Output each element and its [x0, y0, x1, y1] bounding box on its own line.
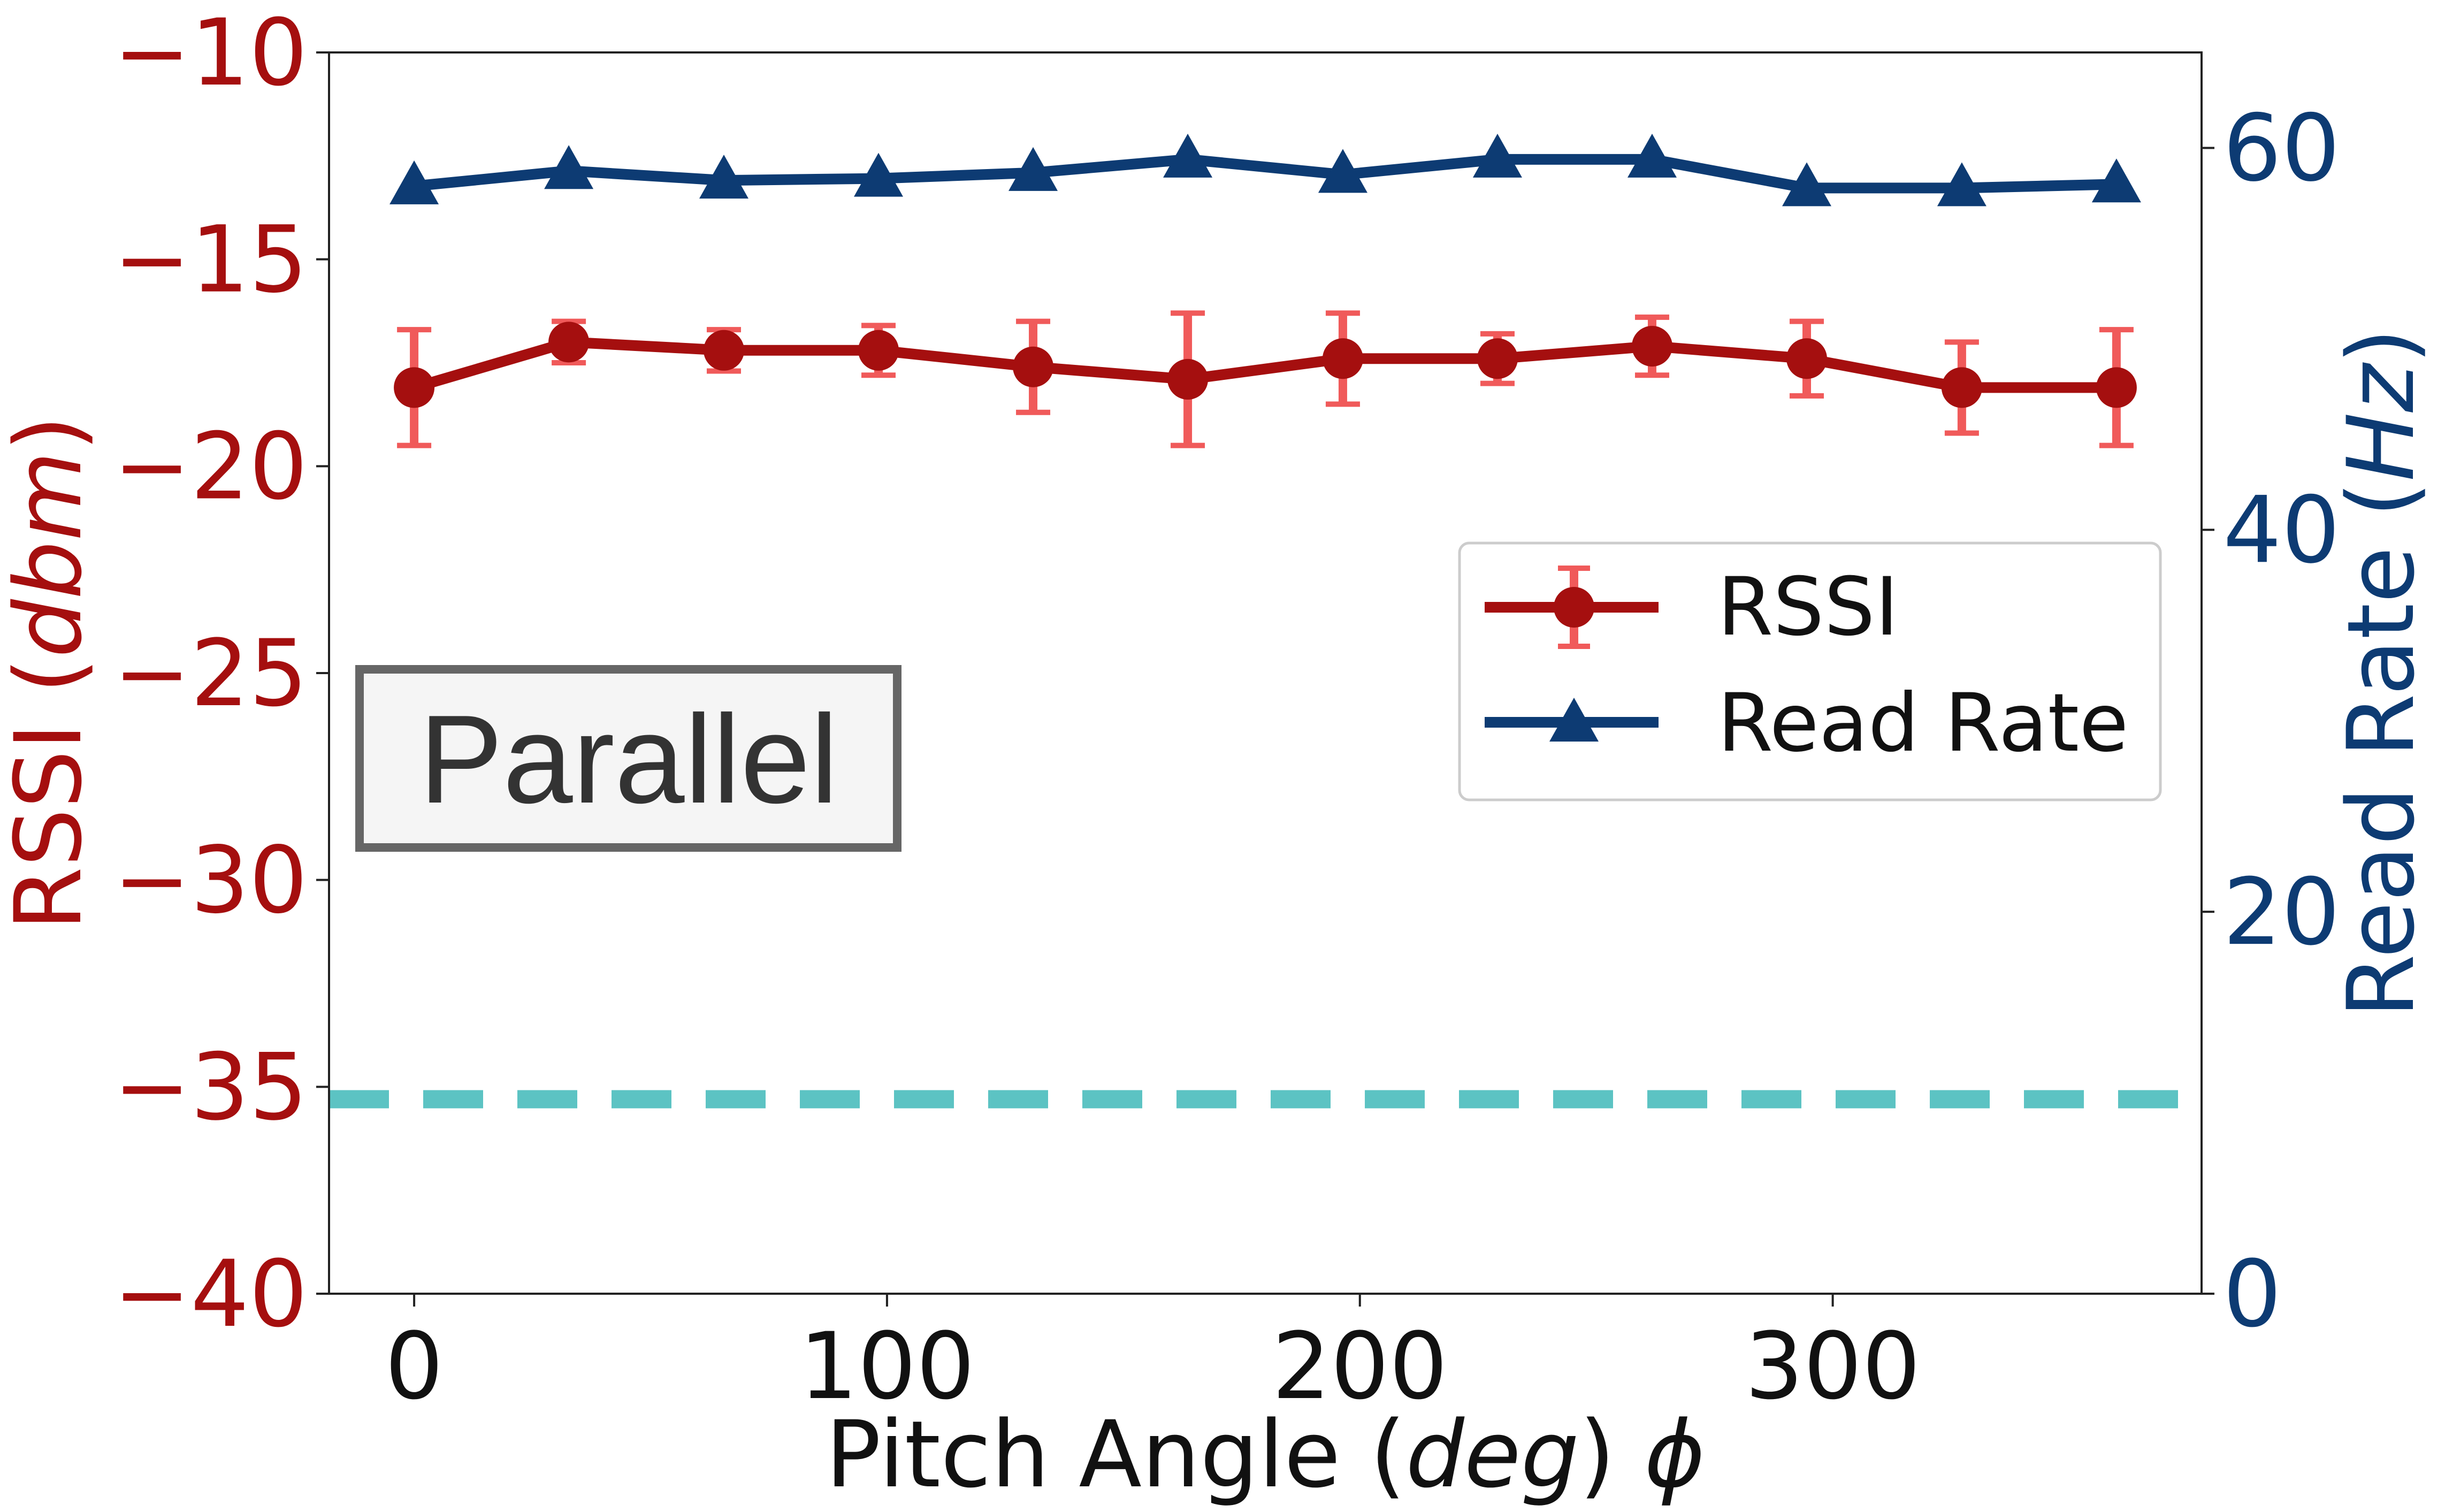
- read-rate-point: [2091, 158, 2141, 203]
- read-rate-point: [1782, 162, 1831, 207]
- read-rate-point: [1008, 147, 1058, 191]
- legend: RSSI Read Rate: [1458, 541, 2162, 801]
- read-rate-point: [1627, 133, 1677, 178]
- y-right-label-italic: Hz: [2327, 362, 2435, 482]
- x-tick-label: 200: [1272, 1312, 1448, 1420]
- y-right-label-plain2: ): [2327, 328, 2435, 364]
- x-tick-label: 100: [799, 1312, 975, 1420]
- x-label-symbol: ϕ: [1645, 1401, 1705, 1508]
- series-layer: [389, 133, 2141, 448]
- read-rate-point: [1472, 133, 1522, 178]
- legend-rssi-marker: [1554, 587, 1594, 628]
- y-right-tick-label: 0: [2223, 1240, 2281, 1348]
- read-rate-point: [699, 155, 749, 199]
- y-left-tick-label: −40: [113, 1240, 308, 1348]
- y-left-tick-label: −20: [113, 413, 308, 520]
- y-left-label-plain2: ): [0, 415, 102, 451]
- read-rate-point: [1318, 149, 1367, 193]
- y-left-tick-label: −30: [113, 827, 308, 934]
- rssi-point: [548, 322, 590, 363]
- rssi-point: [858, 330, 899, 371]
- rssi-point: [1786, 338, 1827, 379]
- y-right-label-plain1: Read Rate (: [2327, 482, 2435, 1018]
- legend-rssi-label: RSSI: [1717, 561, 1899, 654]
- y-left-tick-label: −15: [113, 206, 308, 314]
- x-label-plain1: Pitch Angle (: [826, 1401, 1406, 1508]
- legend-entry-rssi: RSSI: [1485, 561, 1899, 654]
- rssi-point: [394, 367, 435, 408]
- annotation-text: Parallel: [419, 689, 838, 829]
- rssi-point: [1167, 358, 1209, 400]
- rssi-point: [2096, 367, 2137, 408]
- ticks-layer: 0 100 200 300 −40 −35 −30 −25 −20 −15 −10 0 20 40 60: [113, 0, 2340, 1420]
- read-rate-series-line: [414, 154, 2117, 194]
- y-left-label-italic: dbm: [0, 451, 102, 658]
- legend-read-rate-marker: [1549, 698, 1599, 742]
- read-rate-point: [389, 160, 439, 204]
- rssi-point: [1322, 338, 1363, 379]
- legend-entry-read-rate: Read Rate: [1485, 677, 2129, 770]
- y-right-axis-label: Read Rate (Hz): [2327, 328, 2435, 1018]
- x-tick-label: 300: [1745, 1312, 1920, 1420]
- y-right-tick-label: 60: [2223, 94, 2340, 202]
- annotation-box: Parallel: [355, 665, 901, 852]
- read-rate-point: [854, 152, 904, 197]
- x-axis-label: Pitch Angle (deg) ϕ: [826, 1401, 1705, 1508]
- y-left-label-plain1: RSSI (: [0, 658, 102, 930]
- rssi-point: [1631, 326, 1672, 367]
- read-rate-point: [544, 145, 594, 189]
- rssi-point: [1941, 367, 1982, 408]
- x-label-plain2: ): [1579, 1401, 1645, 1508]
- rssi-series-line: [412, 337, 2117, 393]
- legend-read-rate-label: Read Rate: [1717, 677, 2129, 770]
- rssi-point: [1477, 338, 1518, 379]
- read-rate-point: [1163, 133, 1213, 178]
- annotation-frame: [355, 665, 901, 852]
- y-left-axis-label: RSSI (dbm): [0, 415, 102, 930]
- y-left-tick-label: −25: [113, 620, 308, 727]
- y-left-tick-label: −35: [113, 1033, 308, 1141]
- y-right-tick-label: 40: [2223, 476, 2340, 584]
- x-label-italic: deg: [1406, 1401, 1579, 1508]
- rssi-point: [704, 330, 745, 371]
- rssi-point: [1013, 346, 1054, 387]
- x-tick-label: 0: [385, 1312, 443, 1420]
- read-rate-point: [1937, 162, 1986, 207]
- y-right-tick-label: 20: [2223, 858, 2340, 966]
- y-left-tick-label: −10: [113, 0, 308, 106]
